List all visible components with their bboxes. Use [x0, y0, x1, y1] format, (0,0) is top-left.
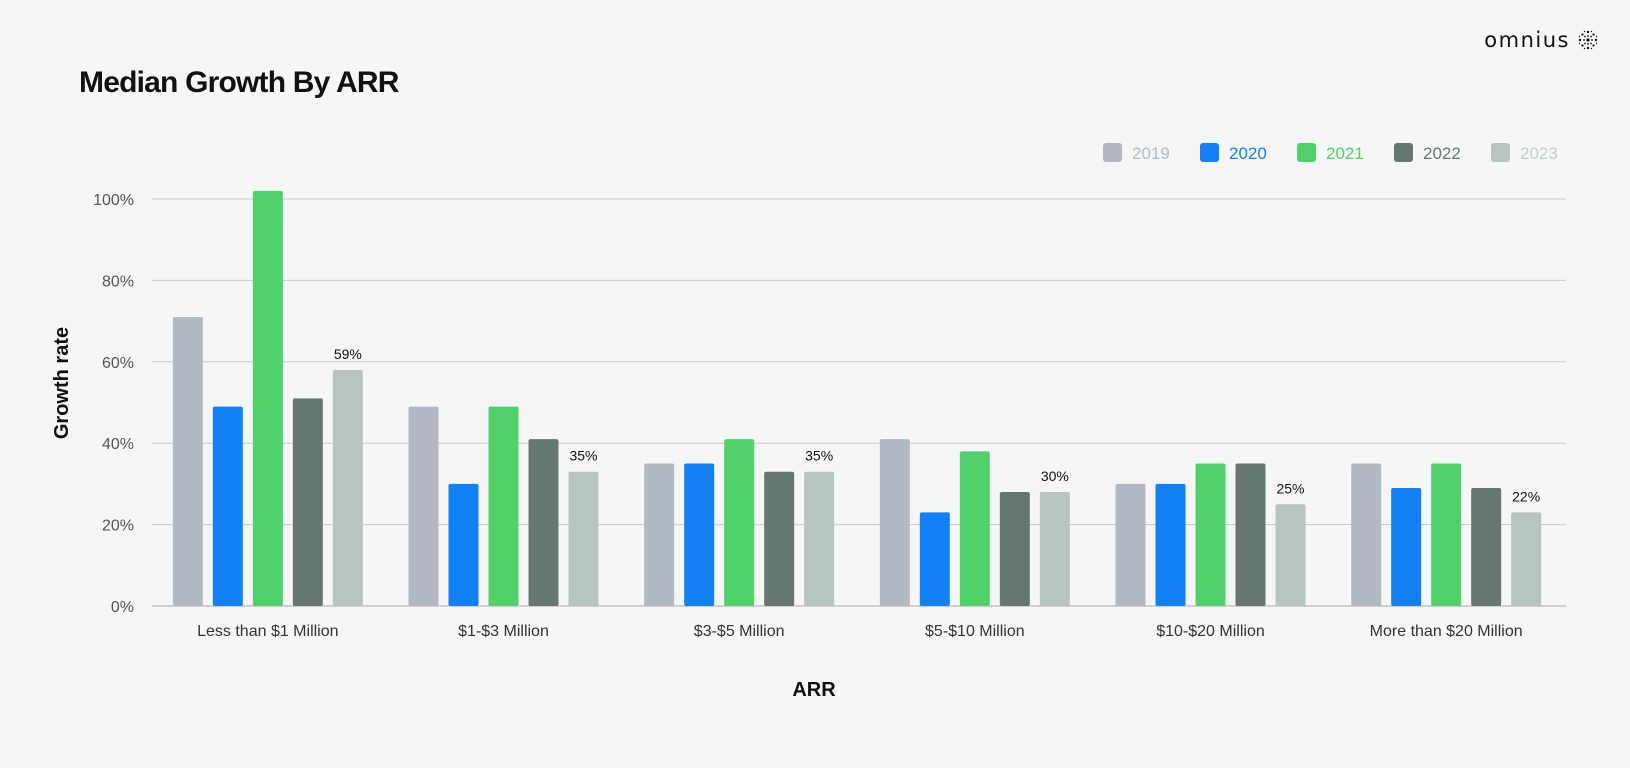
logo-dot [1590, 42, 1592, 45]
data-label: 22% [1512, 488, 1540, 504]
bar [528, 439, 559, 606]
logo-dot [1591, 39, 1593, 41]
bar [1471, 487, 1502, 606]
legend-item: 2023 [1491, 143, 1558, 163]
x-category-label: $3-$5 Million [694, 623, 785, 640]
logo-dot [1583, 39, 1585, 41]
bar [1351, 463, 1382, 606]
logo-dot [1586, 46, 1590, 50]
logo-dot [1584, 42, 1586, 45]
bar [1391, 487, 1422, 606]
bar [568, 471, 599, 606]
data-label: 35% [569, 448, 597, 464]
y-tick-label: 80% [102, 273, 134, 290]
logo-dot [1594, 38, 1598, 42]
logo-dot [1592, 44, 1595, 47]
bar [1195, 463, 1226, 606]
bar [1235, 463, 1266, 606]
logo-dot [1578, 42, 1581, 45]
bar [764, 471, 795, 606]
logo-dot [1583, 47, 1586, 50]
logo-dot [1590, 47, 1593, 50]
x-category-label: $1-$3 Million [458, 623, 549, 640]
bar [1039, 492, 1070, 606]
bar [292, 398, 323, 606]
x-category-label: Less than $1 Million [197, 623, 338, 640]
bar [644, 463, 675, 606]
legend-swatch [1394, 143, 1413, 162]
bar [332, 369, 363, 606]
legend-item: 2021 [1297, 143, 1364, 163]
y-axis-title: Growth rate [51, 327, 73, 439]
data-label: 59% [334, 346, 362, 362]
logo-dot [1587, 35, 1589, 37]
y-tick-label: 0% [111, 599, 134, 616]
y-tick-label: 100% [93, 192, 134, 209]
bar [1115, 483, 1146, 606]
x-category-label: $10-$20 Million [1156, 623, 1265, 640]
bar [408, 406, 439, 606]
brand-name: omnius [1484, 28, 1570, 52]
brand-logo: omnius [1484, 28, 1600, 52]
logo-dot [1590, 35, 1592, 38]
y-tick-label: 60% [102, 355, 134, 372]
chart-title: Median Growth By ARR [79, 66, 399, 99]
bar [1275, 504, 1306, 606]
legend-label: 2020 [1229, 144, 1267, 163]
logo-dot [1581, 44, 1584, 47]
legend-swatch [1103, 143, 1122, 162]
logo-dot [1578, 35, 1581, 38]
legend-label: 2021 [1326, 144, 1364, 163]
data-label: 35% [805, 448, 833, 464]
legend-swatch [1297, 143, 1316, 162]
legend-swatch [1491, 143, 1510, 162]
legend-label: 2022 [1423, 144, 1461, 163]
bar [804, 471, 835, 606]
bar [172, 317, 203, 606]
logo-dot [1586, 38, 1590, 42]
bar [959, 451, 990, 606]
logo-dot [1592, 33, 1595, 36]
dotted-sphere-icon [1578, 30, 1598, 50]
data-label: 30% [1041, 468, 1069, 484]
bar [212, 406, 243, 606]
bar [252, 190, 283, 607]
x-category-label: $5-$10 Million [925, 623, 1025, 640]
logo-dot [1590, 30, 1593, 33]
legend-swatch [1200, 143, 1219, 162]
logo-dot [1595, 42, 1598, 45]
y-tick-label: 40% [102, 436, 134, 453]
logo-dot [1578, 38, 1582, 42]
logo-dot [1583, 30, 1586, 33]
logo-dot [1581, 33, 1584, 36]
bar [488, 406, 519, 606]
x-category-label: More than $20 Million [1370, 623, 1523, 640]
bar [448, 483, 479, 606]
bar [919, 512, 950, 606]
data-label: 25% [1276, 480, 1304, 496]
bar [879, 439, 910, 606]
bar [999, 492, 1030, 606]
logo-dot [1587, 43, 1589, 45]
legend-item: 2022 [1394, 143, 1461, 163]
y-tick-label: 20% [102, 518, 134, 535]
bar [1155, 483, 1186, 606]
bar [1511, 512, 1542, 606]
legend-label: 2019 [1132, 144, 1170, 163]
bar [1431, 463, 1462, 606]
legend-item: 2020 [1200, 143, 1267, 163]
logo-dot [1586, 30, 1590, 34]
legend-label: 2023 [1520, 144, 1558, 163]
bar [724, 439, 755, 606]
x-axis-title: ARR [792, 679, 836, 701]
logo-dot [1595, 35, 1598, 38]
legend-item: 2019 [1103, 143, 1170, 163]
logo-dot [1584, 35, 1586, 38]
bar [684, 463, 715, 606]
